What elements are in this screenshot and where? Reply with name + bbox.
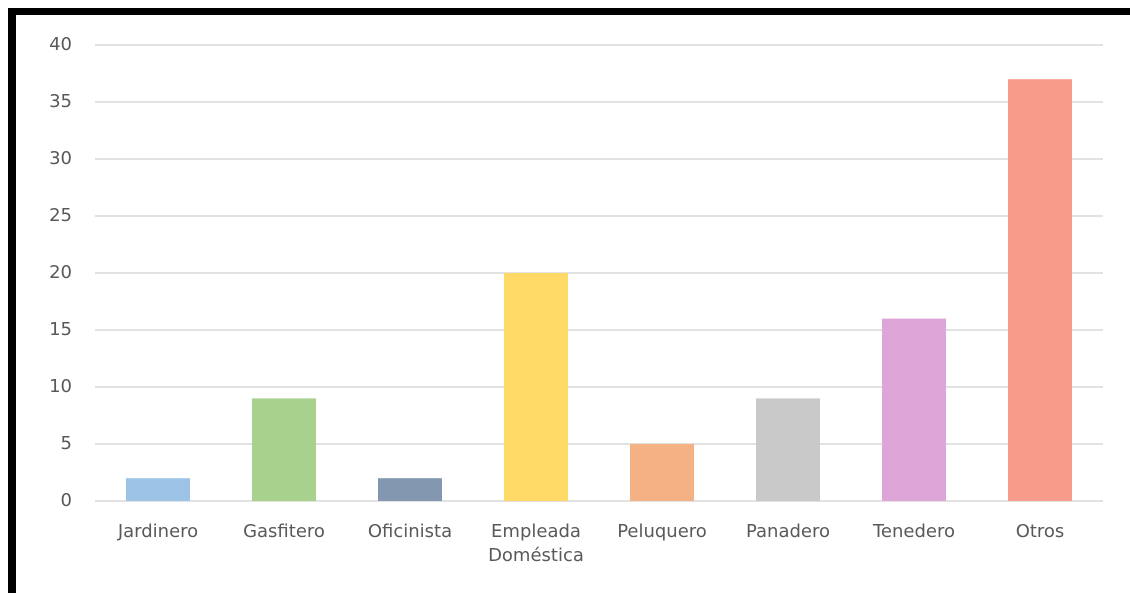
x-tick-label: Oficinista — [367, 521, 453, 542]
bar — [1008, 79, 1072, 501]
bar — [630, 444, 694, 501]
x-tick-label: Gasfitero — [243, 521, 325, 542]
y-tick-label: 15 — [49, 319, 72, 340]
bar — [882, 318, 946, 501]
y-tick-label: 5 — [61, 433, 72, 454]
x-tick-label: Tenedero — [872, 521, 955, 542]
frame-top — [8, 8, 1130, 15]
x-tick-label: Jardinero — [117, 521, 199, 542]
bar — [252, 398, 316, 501]
x-tick-label: Empleada Doméstica — [488, 521, 584, 566]
y-tick-label: 0 — [61, 490, 72, 511]
y-tick-label: 35 — [49, 91, 72, 112]
y-tick-label: 10 — [49, 376, 72, 397]
y-tick-label: 40 — [49, 34, 72, 55]
x-tick-label: Otros — [1015, 521, 1065, 542]
frame-left — [8, 8, 16, 593]
bar — [756, 398, 820, 501]
bar — [504, 273, 568, 501]
bar — [126, 478, 190, 501]
x-tick-label: Panadero — [745, 521, 831, 542]
y-tick-label: 25 — [49, 205, 72, 226]
y-tick-label: 20 — [49, 262, 72, 283]
bar — [378, 478, 442, 501]
x-tick-label: Peluquero — [617, 521, 707, 542]
y-tick-label: 30 — [49, 148, 72, 169]
